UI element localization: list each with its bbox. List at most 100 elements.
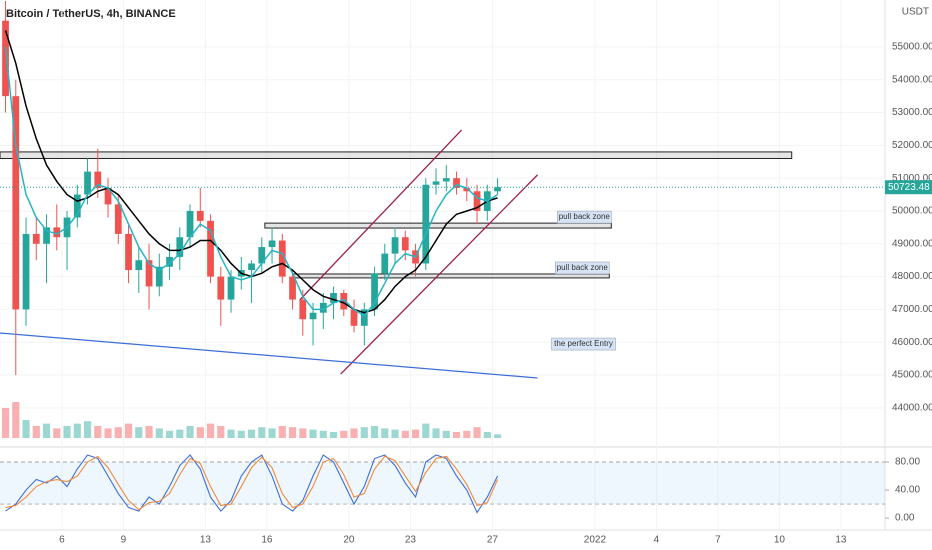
volume-bar (94, 426, 102, 438)
candle-body (186, 210, 194, 238)
candle-body (278, 240, 286, 277)
volume-bar (493, 434, 502, 438)
candle-body (442, 178, 450, 182)
candle-body (207, 220, 214, 277)
volume-bar (227, 429, 235, 438)
volume-bar (124, 423, 133, 438)
last-price-label: 50723.48 (888, 182, 930, 193)
stoch-line (5, 455, 499, 511)
candle-body (94, 171, 102, 189)
x-tick-label: 27 (487, 535, 499, 546)
candle-body (268, 240, 276, 248)
volume-bar (483, 432, 491, 438)
volume-bar (422, 423, 430, 438)
x-tick-label: 13 (200, 535, 212, 546)
y-tick-label: 53000.00 (892, 107, 932, 118)
candle-body (84, 171, 91, 195)
y-tick-label: 54000.00 (892, 74, 932, 85)
candle-body (299, 299, 307, 320)
candle-body (53, 227, 61, 238)
volume-bar (309, 429, 317, 438)
volume-bar (32, 426, 40, 438)
x-tick-label: 2022 (584, 535, 607, 546)
volume-bar (299, 428, 307, 438)
candle-body (155, 266, 163, 287)
candle-body (22, 233, 30, 310)
chart-title: Bitcoin / TetherUS, 4h, BINANCE (6, 8, 176, 20)
volume-bar (370, 426, 379, 438)
note-label: the perfect Entry (554, 339, 613, 348)
volume-bar (1, 408, 10, 438)
candle-body (340, 293, 348, 310)
x-tick-label: 9 (121, 535, 127, 546)
note-box (551, 337, 616, 351)
candle-body (422, 184, 430, 264)
x-tick-label: 10 (774, 535, 786, 546)
stoch-line (5, 454, 499, 514)
candle-body (473, 191, 481, 211)
candle-body (289, 276, 296, 300)
stoch-tick-label: 0.00 (895, 513, 915, 524)
volume-bar (196, 427, 204, 438)
volume-bar (391, 429, 399, 438)
candle-body (32, 233, 40, 244)
trend-line (299, 129, 463, 301)
y-tick-label: 44000.00 (892, 402, 932, 413)
candle-body (166, 256, 173, 267)
y-tick-label: 46000.00 (892, 337, 932, 348)
candle-body (12, 96, 20, 310)
volume-bar (258, 427, 266, 438)
volume-bar (411, 429, 420, 438)
candle-body (2, 20, 9, 97)
candle-body (176, 237, 184, 257)
zone-label: pull back zone (557, 263, 609, 272)
volume-bar (83, 421, 92, 438)
candle-body (145, 260, 153, 287)
x-tick-label: 23 (405, 535, 417, 546)
candle-body (135, 260, 143, 271)
y-tick-label: 51000.00 (892, 173, 932, 184)
volume-bar (288, 427, 297, 438)
y-tick-label: 55000.00 (892, 42, 932, 53)
candle-body (381, 253, 389, 274)
zone (0, 151, 793, 159)
volume-bar (268, 428, 276, 438)
y-tick-label: 50000.00 (892, 206, 932, 217)
trend-line (0, 332, 538, 379)
x-tick-label: 20 (343, 535, 355, 546)
y-tick-label: 52000.00 (892, 140, 932, 151)
last-price-box (885, 180, 932, 195)
zone (264, 222, 612, 229)
zone-label-box (555, 261, 610, 275)
volume-bar (42, 423, 51, 438)
candle-body (319, 302, 327, 313)
currency-label: USDT (902, 7, 929, 18)
y-tick-label: 47000.00 (892, 304, 932, 315)
volume-bar (22, 420, 30, 438)
volume-bar (360, 427, 368, 438)
zone (293, 273, 610, 279)
zone-label: pull back zone (559, 212, 611, 221)
candle-body (391, 237, 399, 254)
volume-bar (237, 430, 245, 438)
candle-body (104, 188, 112, 205)
x-tick-label: 13 (835, 535, 847, 546)
x-tick-label: 4 (654, 535, 660, 546)
volume-bar (463, 430, 471, 438)
candle-body (401, 237, 409, 251)
volume-bar (63, 426, 71, 438)
candle-body (43, 227, 50, 244)
candle-body (248, 263, 255, 271)
candle-body (330, 293, 337, 303)
volume-bar (217, 426, 225, 438)
y-tick-label: 49000.00 (892, 238, 932, 249)
volume-bar (165, 430, 174, 438)
volume-bar (401, 430, 409, 438)
candle-body (453, 178, 460, 189)
stoch-tick-label: 80.00 (895, 457, 920, 468)
x-tick-label: 7 (715, 535, 721, 546)
trend-line (340, 174, 538, 375)
